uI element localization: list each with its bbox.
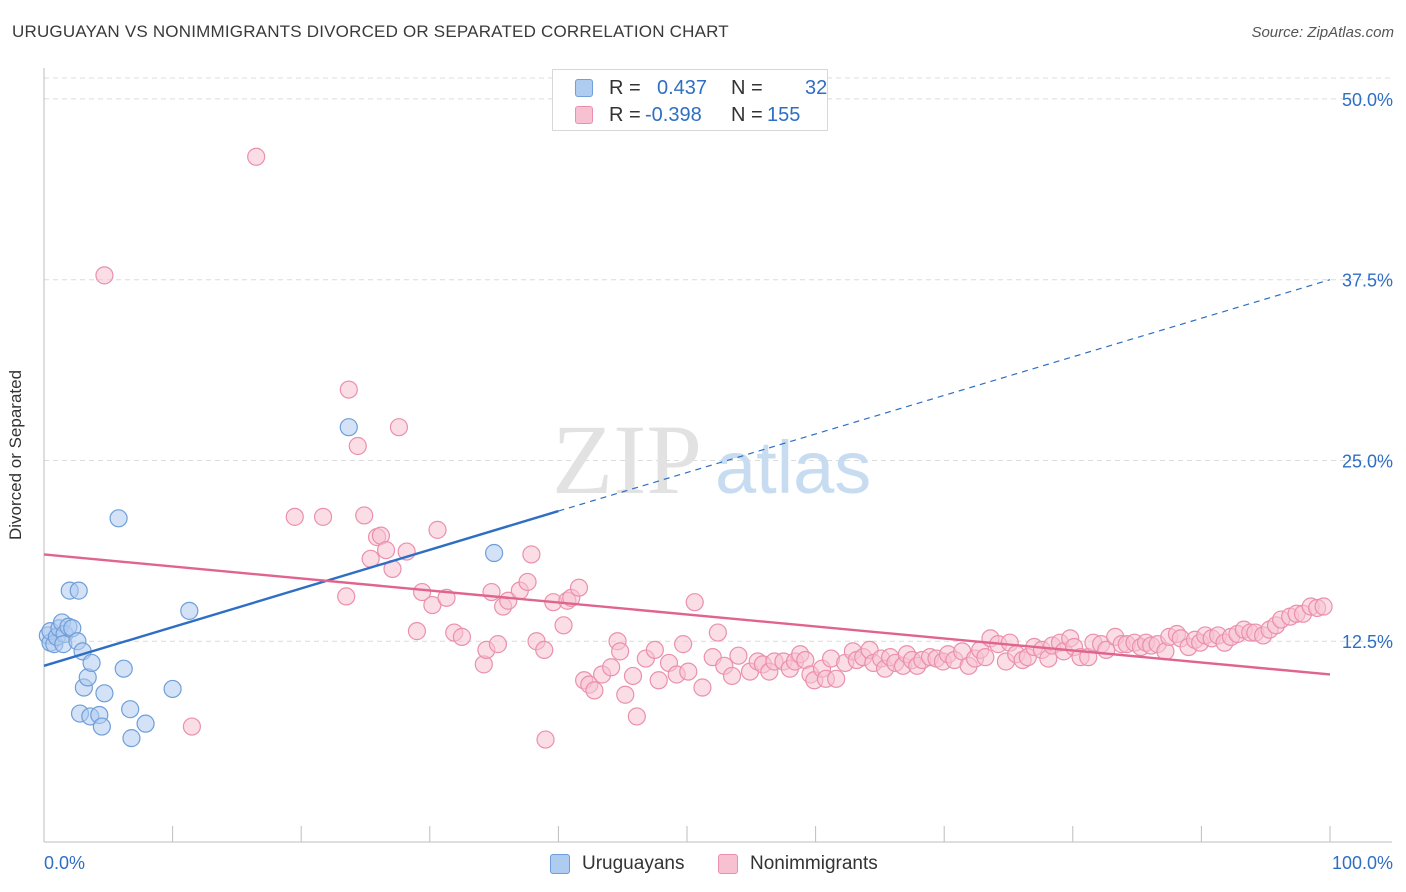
- gridlines: [44, 77, 1392, 642]
- nonimmigrants-point: [412, 582, 432, 602]
- y-tick-label: 25.0%: [1342, 451, 1393, 471]
- uruguayans-point: [121, 700, 140, 719]
- nonimmigrants-point: [623, 666, 643, 686]
- nonimmigrants-point: [95, 266, 114, 285]
- y-tick-label: 37.5%: [1342, 271, 1393, 291]
- source-label: Source: ZipAtlas.com: [1251, 24, 1394, 41]
- nonimmigrants-point: [522, 545, 541, 564]
- nonimmigrants-point: [535, 640, 554, 660]
- nonimmigrants-point: [627, 707, 646, 726]
- legend-r-label: R =: [609, 104, 641, 126]
- uruguayans-point: [92, 717, 111, 736]
- legend-n-value: 32: [805, 77, 828, 99]
- legend-r-value: 0.437: [657, 77, 708, 99]
- nonimmigrants-point: [585, 681, 604, 700]
- nonimmigrants-point: [976, 648, 995, 667]
- tick-labels: 12.5% 25.0% 37.5% 50.0% 0.0% 100.0%: [44, 90, 1393, 873]
- nonimmigrants-point: [423, 595, 442, 615]
- uruguayans-point: [82, 653, 101, 673]
- nonimmigrants-point: [407, 622, 427, 641]
- bottom-legend-label: Nonimmigrants: [750, 853, 878, 874]
- watermark-atlas: atlas: [715, 426, 871, 509]
- uruguayans-points: [38, 418, 504, 748]
- bottom-legend-swatch-uruguayans: [550, 854, 570, 874]
- nonimmigrants-point: [452, 627, 472, 646]
- uruguayans-point: [485, 543, 504, 563]
- nonimmigrants-point: [428, 520, 447, 539]
- nonimmigrants-point: [649, 671, 668, 690]
- y-tick-label: 50.0%: [1342, 90, 1393, 110]
- nonimmigrants-point: [602, 658, 621, 677]
- nonimmigrants-point: [247, 147, 266, 166]
- axes: [43, 68, 1392, 843]
- nonimmigrants-point: [679, 662, 698, 681]
- nonimmigrants-point: [693, 678, 712, 697]
- watermark: ZIP atlas: [552, 404, 871, 515]
- nonimmigrants-point: [536, 730, 555, 749]
- legend-swatch-uruguayans: [575, 79, 593, 97]
- nonimmigrants-point: [1314, 597, 1333, 616]
- correlation-legend: R = 0.437 N = 32 R = -0.398 N = 155: [552, 69, 828, 131]
- nonimmigrants-point: [355, 506, 374, 525]
- uruguayans-point: [339, 418, 358, 437]
- nonimmigrants-point: [518, 572, 537, 592]
- trend-lines: [43, 279, 1331, 676]
- x-tick-label: 100.0%: [1332, 853, 1393, 873]
- nonimmigrants-point: [389, 418, 409, 437]
- nonimmigrants-point: [685, 593, 704, 612]
- uruguayans-point: [122, 729, 141, 748]
- nonimmigrants-point: [339, 380, 358, 399]
- uruguayans-trend-extension: [558, 279, 1331, 512]
- nonimmigrants-point: [554, 616, 573, 635]
- uruguayans-point: [95, 684, 114, 703]
- nonimmigrants-point: [645, 640, 664, 660]
- uruguayans-point: [109, 509, 128, 528]
- chart-title: URUGUAYAN VS NONIMMIGRANTS DIVORCED OR S…: [12, 22, 729, 41]
- legend-n-label: N =: [731, 77, 763, 99]
- nonimmigrants-points: [95, 147, 1333, 749]
- nonimmigrants-point: [708, 623, 727, 642]
- uruguayans-point: [180, 601, 199, 620]
- uruguayans-point: [163, 679, 182, 699]
- legend-r-value: -0.398: [645, 104, 702, 126]
- nonimmigrants-point: [722, 666, 742, 686]
- x-tick-label: 0.0%: [44, 853, 85, 873]
- uruguayans-point: [136, 714, 155, 733]
- nonimmigrants-point: [674, 635, 693, 654]
- nonimmigrants-point: [729, 646, 748, 665]
- nonimmigrants-trend-line: [43, 553, 1331, 676]
- legend-n-label: N =: [731, 104, 763, 126]
- legend-swatch-nonimmigrants: [575, 106, 593, 124]
- nonimmigrants-point: [569, 578, 589, 597]
- nonimmigrants-point: [313, 507, 333, 526]
- nonimmigrants-point: [376, 541, 396, 560]
- bottom-legend-label: Uruguayans: [582, 853, 685, 874]
- uruguayans-trend-line: [43, 509, 559, 667]
- legend-r-label: R =: [609, 77, 641, 99]
- y-axis-label: Divorced or Separated: [6, 369, 25, 541]
- watermark-zip: ZIP: [552, 404, 702, 515]
- nonimmigrants-point: [182, 717, 201, 736]
- nonimmigrants-point: [616, 685, 635, 704]
- nonimmigrants-point: [488, 635, 508, 654]
- nonimmigrants-point: [611, 642, 630, 661]
- legend-n-value: 155: [767, 104, 801, 126]
- bottom-legend-swatch-nonimmigrants: [718, 854, 738, 874]
- nonimmigrants-point: [285, 507, 304, 526]
- nonimmigrants-point: [827, 669, 846, 688]
- nonimmigrants-point: [337, 587, 356, 606]
- nonimmigrants-point: [348, 436, 367, 456]
- y-tick-label: 12.5%: [1342, 632, 1393, 652]
- uruguayans-point: [69, 581, 88, 600]
- nonimmigrants-point: [482, 582, 501, 602]
- uruguayans-point: [114, 659, 133, 678]
